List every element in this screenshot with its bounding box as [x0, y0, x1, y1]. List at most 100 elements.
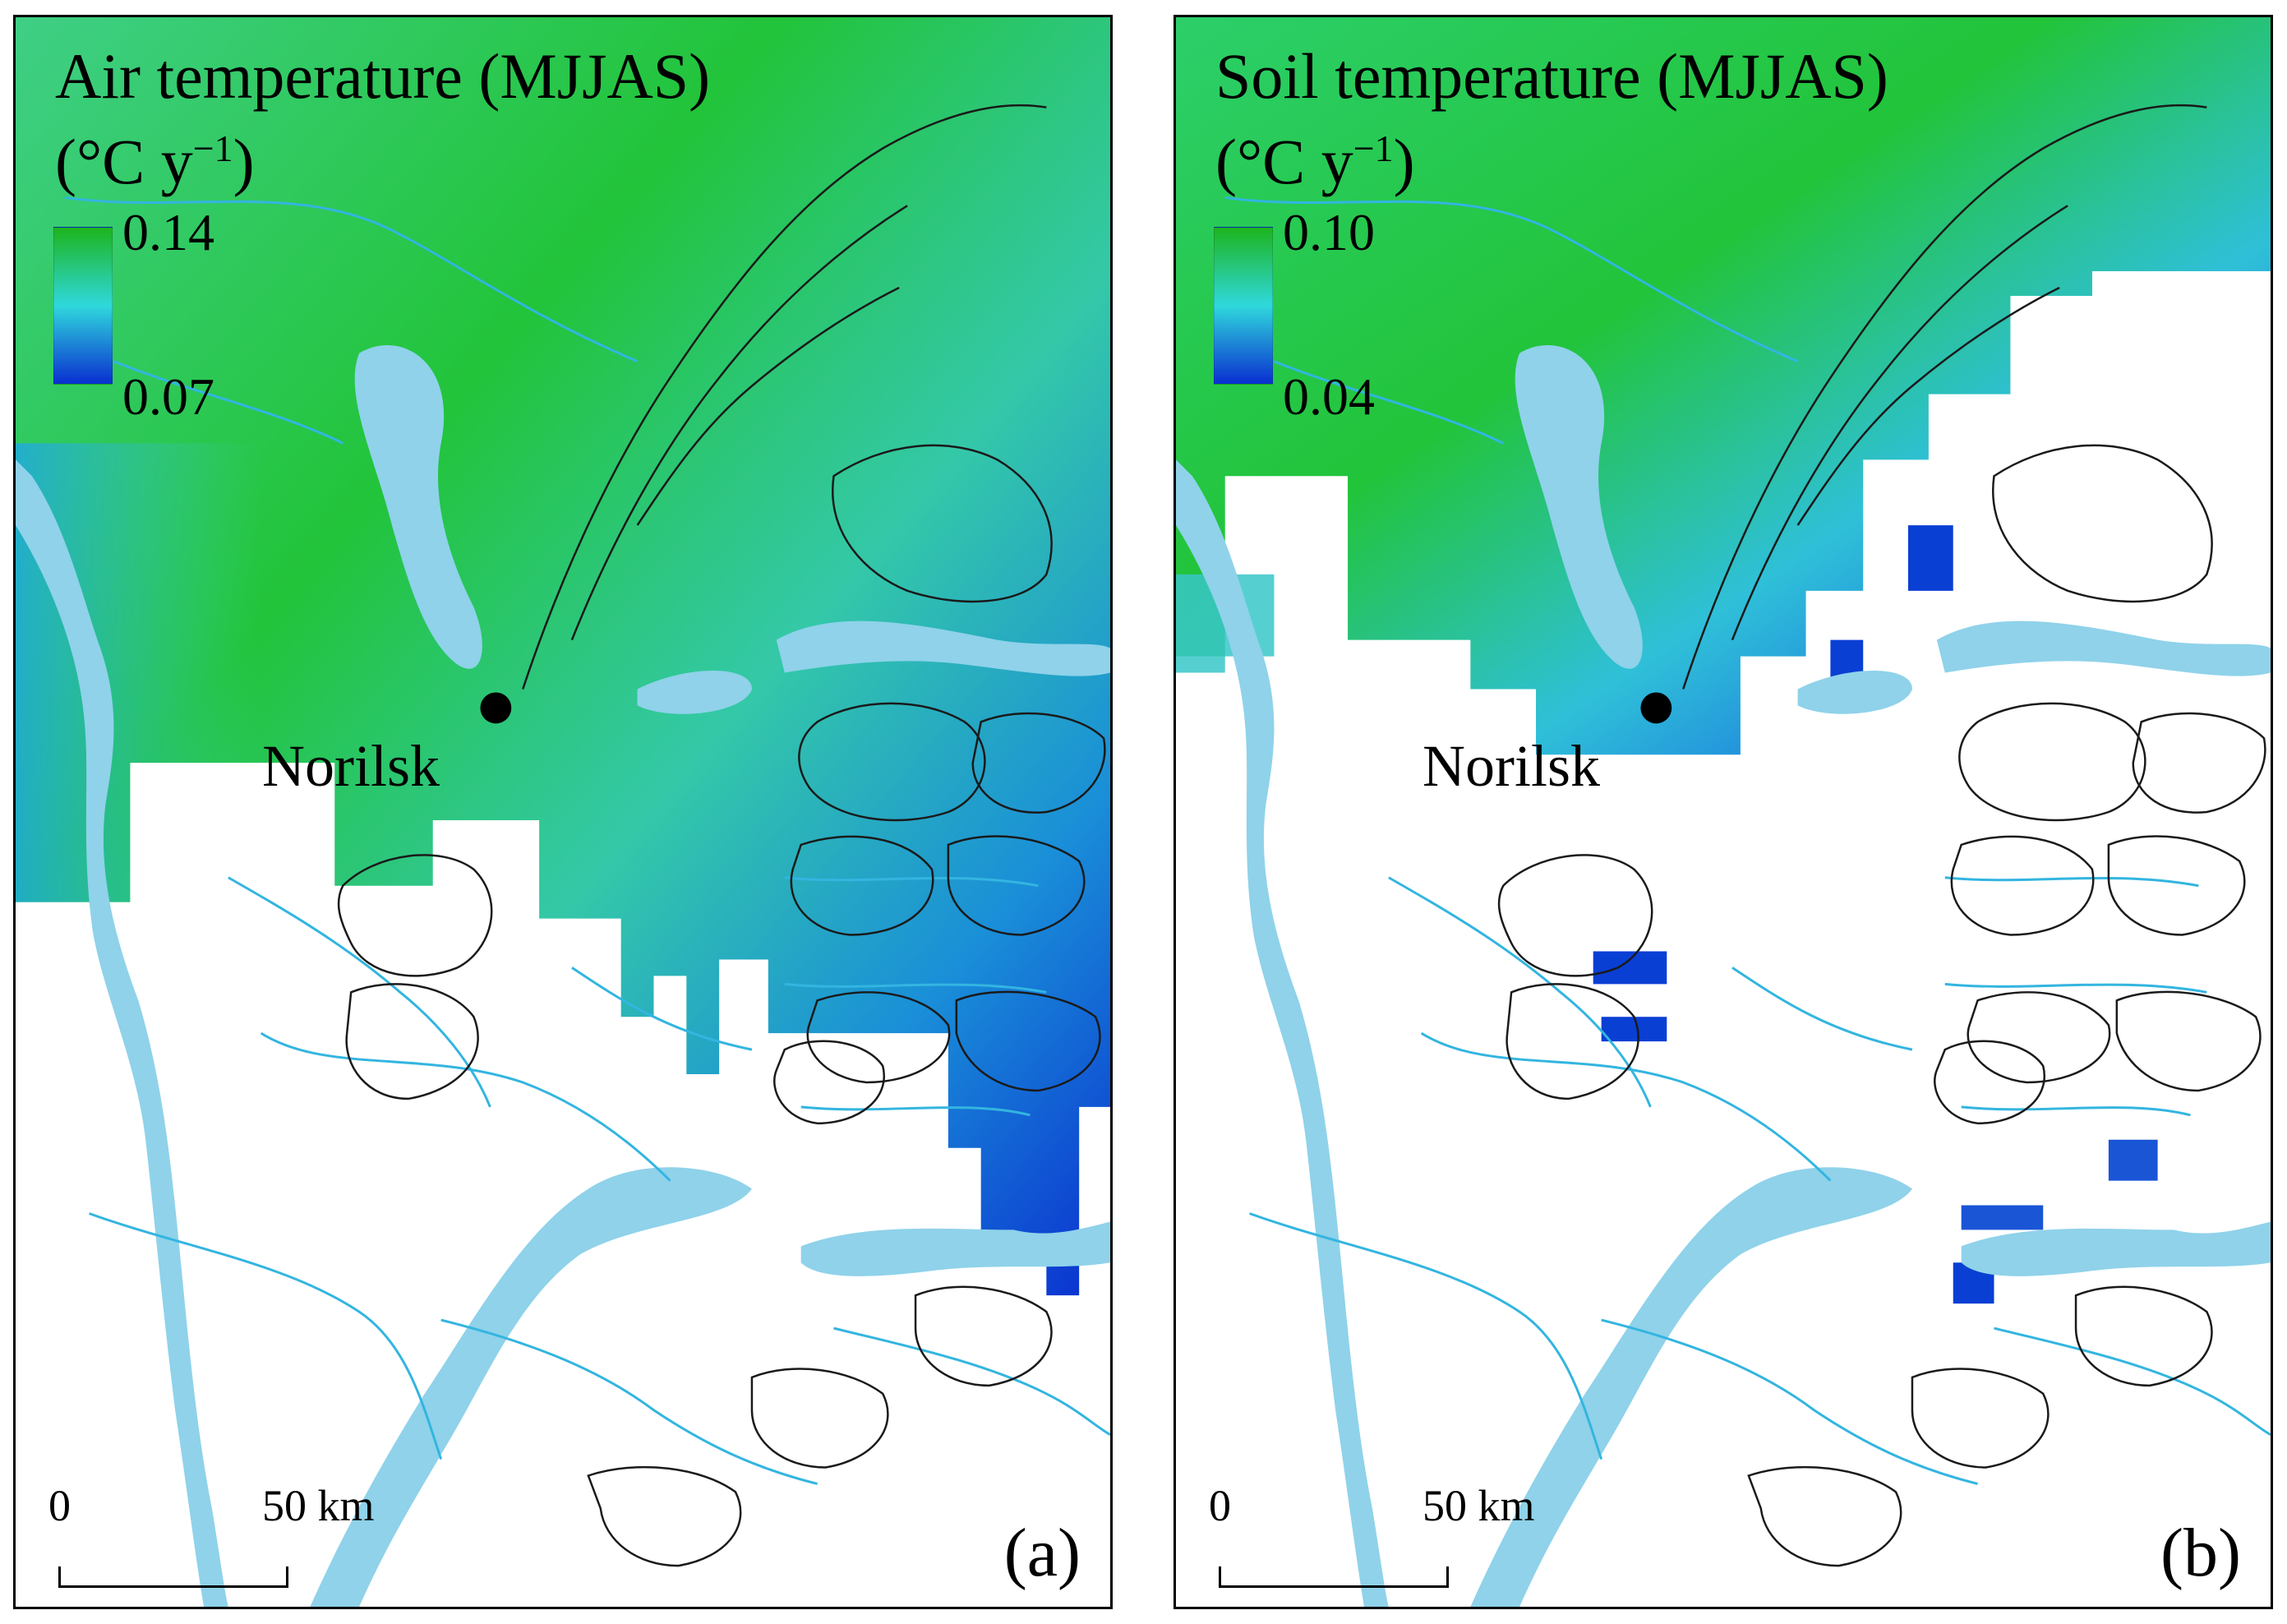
plateau-contour [773, 1040, 885, 1125]
temperature-raster-patch [1601, 1017, 1667, 1042]
color-legend-bar [53, 227, 113, 385]
river-line [1731, 967, 1913, 1051]
river-line [1944, 876, 2199, 888]
soil-temperature-map [1176, 17, 2271, 1607]
air-temperature-map [16, 17, 1110, 1607]
plateau-contour [2115, 990, 2262, 1092]
river-line [1224, 196, 1799, 363]
bay-southwest [310, 1167, 752, 1607]
title-unit-close: ) [233, 126, 255, 197]
plateau-contour [1967, 991, 2111, 1084]
city-label-norilsk: Norilsk [262, 733, 440, 799]
plateau-contour [1958, 702, 2146, 822]
plateau-contour [955, 990, 1101, 1092]
reservoir-south [800, 1221, 1110, 1276]
plateau-contour [1934, 1040, 2045, 1125]
river-line [1961, 1105, 2191, 1117]
legend-max-value: 0.14 [122, 203, 214, 261]
title-unit-exponent: −1 [1353, 127, 1394, 169]
temperature-raster-patch [1907, 525, 1953, 591]
plateau-contour [1992, 444, 2213, 603]
plateau-contour [947, 835, 1086, 936]
temperature-raster-west [16, 443, 261, 902]
river-line [1273, 360, 1504, 445]
title-unit-close: ) [1393, 126, 1415, 197]
yenisei-river [1176, 459, 1389, 1607]
river-line [1388, 876, 1652, 1108]
panel-letter: (a) [1003, 1515, 1081, 1591]
river-line [1994, 1326, 2271, 1436]
plateau-contour [1497, 854, 1653, 977]
river-line [260, 1031, 671, 1182]
scale-bar-distance: 50 km [262, 1481, 375, 1530]
panel-letter: (b) [2160, 1515, 2241, 1591]
title-variable: Air temperature (MJJAS) [55, 40, 711, 112]
map-panel-a: Air temperature (MJJAS) (°C y−1) 0.14 0.… [13, 15, 1113, 1609]
plateau-contour [2107, 835, 2246, 936]
river-line [800, 1105, 1031, 1117]
plateau-contour [750, 1368, 889, 1469]
title-unit: (°C y [55, 126, 193, 197]
plateau-contour [522, 104, 1047, 690]
scale-bar [58, 1566, 288, 1588]
river-line [1420, 1031, 1832, 1182]
plateau-contour [2132, 712, 2266, 814]
bay-southwest [1470, 1167, 1912, 1607]
lake-lama [1515, 345, 1643, 669]
plateau-contour [1950, 835, 2095, 936]
title-unit: (°C y [1215, 126, 1353, 197]
plateau-contour [636, 286, 900, 526]
reservoir-south [1961, 1221, 2271, 1276]
title-unit-exponent: −1 [192, 127, 233, 169]
lake-melkoe [637, 671, 752, 714]
plateau-contour [1747, 1465, 1902, 1567]
scale-bar-zero: 0 [48, 1481, 71, 1530]
norilsk-city-marker [480, 692, 512, 724]
river-line [1944, 982, 2207, 994]
lake-lama [354, 345, 482, 669]
river-khantayka [1936, 621, 2271, 676]
map-title-b: Soil temperature (MJJAS) (°C y−1) [1215, 40, 1888, 198]
plateau-contour [1731, 205, 2068, 641]
river-line [64, 196, 639, 363]
plateau-contour [1682, 104, 2207, 690]
plateau-contour [1505, 983, 1639, 1100]
map-panel-b: Soil temperature (MJJAS) (°C y−1) 0.10 0… [1173, 15, 2273, 1609]
temperature-raster-patch [1593, 951, 1667, 985]
temperature-raster [1176, 17, 2271, 755]
scale-bar-distance: 50 km [1422, 1481, 1535, 1530]
scale-bar-zero: 0 [1209, 1481, 1231, 1530]
plateau-contour [806, 991, 951, 1084]
plateau-contour [587, 1465, 742, 1567]
plateau-contour [790, 835, 934, 936]
lake-melkoe [1797, 671, 1912, 714]
color-legend-bar [1214, 227, 1273, 385]
plateau-contour [2074, 1285, 2213, 1387]
river-line [1601, 1318, 1978, 1485]
legend-min-value: 0.04 [1283, 367, 1375, 426]
city-label-norilsk: Norilsk [1422, 733, 1600, 799]
plateau-contour [971, 712, 1106, 814]
yenisei-river [16, 459, 228, 1607]
norilsk-city-marker [1640, 692, 1672, 724]
map-title-a: Air temperature (MJJAS) (°C y−1) [55, 40, 710, 198]
temperature-raster [16, 17, 1110, 1296]
plateau-contour [832, 444, 1053, 603]
plateau-contour [345, 983, 479, 1100]
temperature-raster-patch [2108, 1139, 2158, 1181]
legend-min-value: 0.07 [122, 367, 214, 426]
river-line [440, 1318, 818, 1485]
river-line [571, 967, 753, 1051]
temperature-raster-patch [1961, 1205, 2044, 1230]
plateau-contour [1796, 286, 2060, 526]
river-line [784, 876, 1039, 888]
plateau-contour [1911, 1368, 2050, 1469]
plateau-contour [337, 854, 493, 977]
river-line [1249, 1212, 1603, 1460]
river-line [89, 1212, 443, 1460]
plateau-contour [798, 702, 986, 822]
river-line [833, 1326, 1110, 1436]
title-variable: Soil temperature (MJJAS) [1215, 40, 1888, 112]
river-line [228, 876, 491, 1108]
river-line [784, 982, 1047, 994]
